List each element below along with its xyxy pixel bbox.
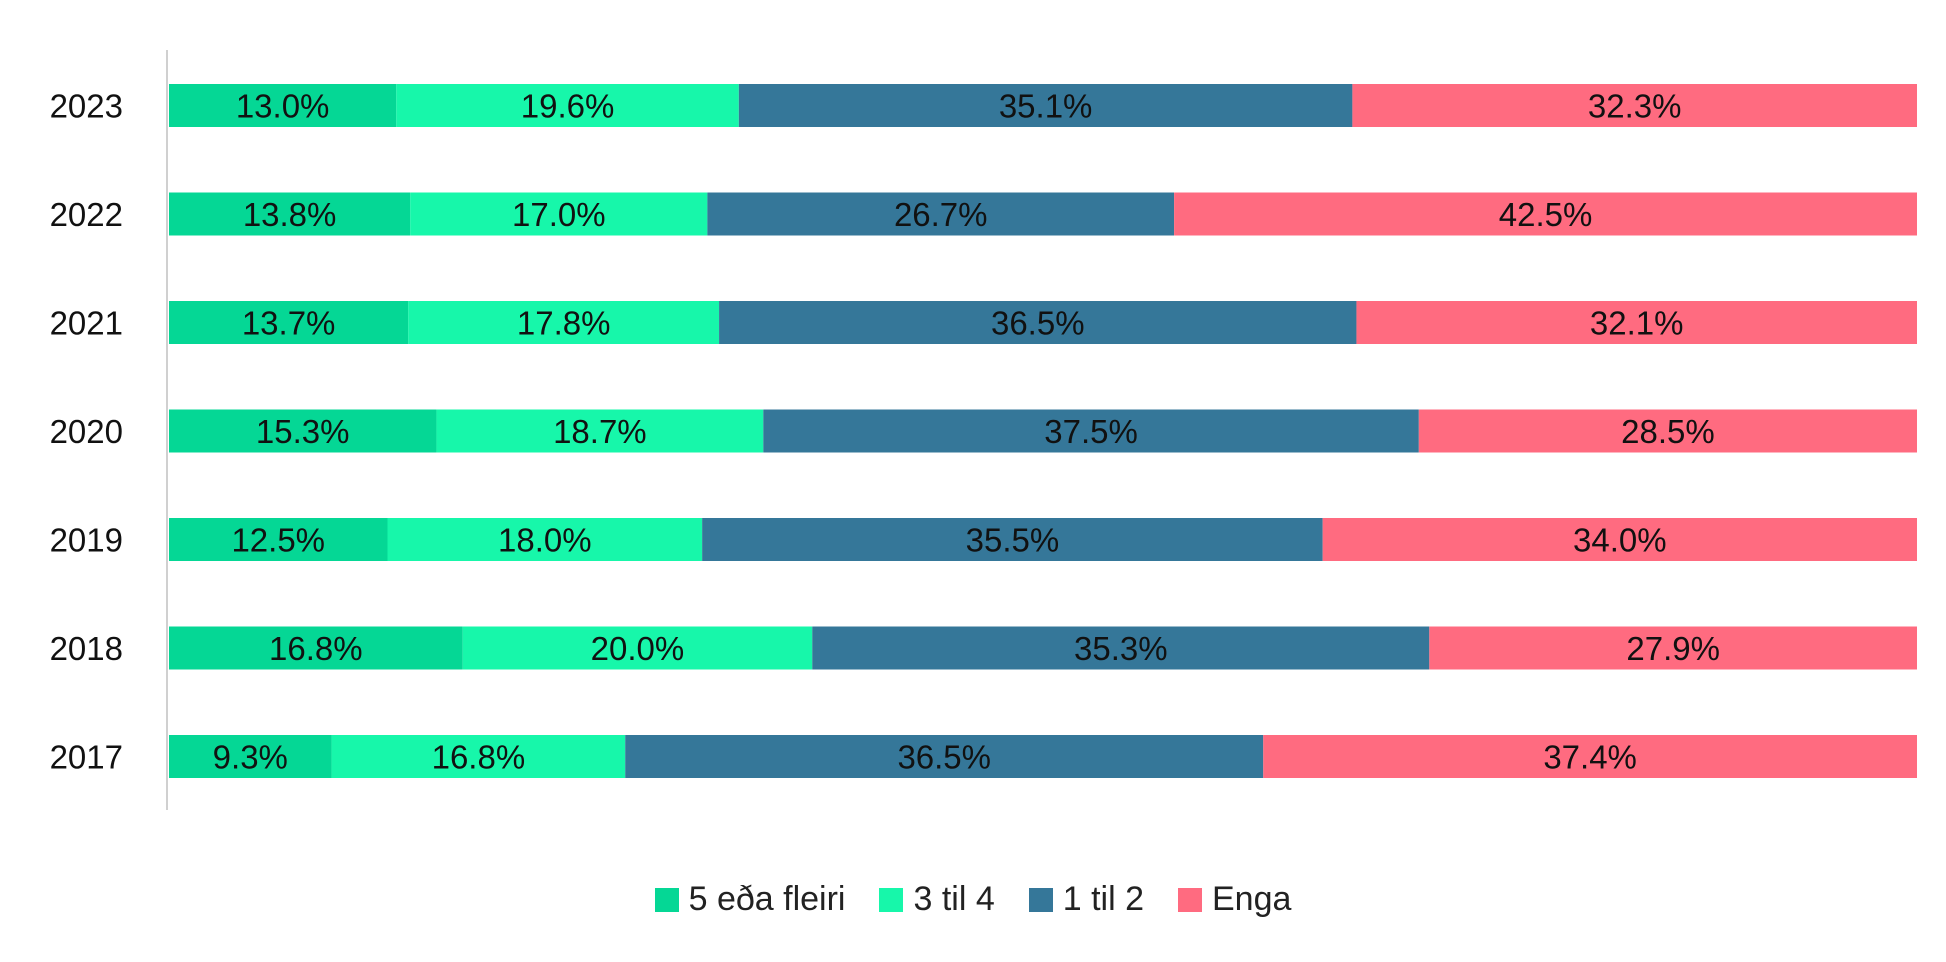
y-tick-label: 2021 <box>50 305 123 342</box>
data-label: 13.8% <box>243 196 337 233</box>
legend-swatch <box>1028 887 1053 912</box>
y-tick-label: 2018 <box>50 630 123 667</box>
legend-item: 3 til 4 <box>879 880 995 919</box>
legend-item: 1 til 2 <box>1028 880 1144 919</box>
bar-segment <box>331 735 626 778</box>
bar-segment <box>1429 626 1917 670</box>
bar-segment <box>408 301 720 344</box>
y-tick-label: 2023 <box>50 88 123 125</box>
bar-segment <box>738 84 1353 127</box>
bar-segment <box>387 518 703 561</box>
bar-segment <box>169 518 388 561</box>
bar-segment <box>1418 409 1917 453</box>
data-label: 37.5% <box>1044 413 1138 450</box>
data-label: 32.1% <box>1590 305 1684 342</box>
data-label: 36.5% <box>991 305 1085 342</box>
y-tick-label: 2019 <box>50 522 123 559</box>
legend-label: 3 til 4 <box>913 880 995 918</box>
bar-segment <box>1352 84 1917 127</box>
bar-segment <box>169 409 437 453</box>
data-label: 42.5% <box>1499 196 1593 233</box>
legend-label: 1 til 2 <box>1062 880 1144 918</box>
data-label: 17.8% <box>517 305 611 342</box>
bar-segment <box>169 626 463 670</box>
data-label: 28.5% <box>1621 413 1715 450</box>
legend-item: 5 eða fleiri <box>654 880 846 919</box>
legend-item: Enga <box>1178 880 1291 919</box>
data-label: 15.3% <box>256 413 350 450</box>
legend-swatch <box>654 887 679 912</box>
data-label: 35.1% <box>999 88 1093 125</box>
data-label: 35.5% <box>966 522 1060 559</box>
data-label: 18.7% <box>553 413 647 450</box>
data-label: 27.9% <box>1626 630 1720 667</box>
bar-segment <box>169 192 411 236</box>
legend-swatch <box>1178 887 1202 912</box>
y-tick-label: 2017 <box>50 739 123 776</box>
bar-segment <box>169 84 397 127</box>
bar-segment <box>169 301 409 344</box>
bar-segment <box>763 409 1419 453</box>
bar-segment <box>436 409 764 453</box>
bar-segment <box>462 626 813 670</box>
data-label: 20.0% <box>591 630 685 667</box>
data-label: 26.7% <box>894 196 988 233</box>
data-label: 9.3% <box>213 739 288 776</box>
data-label: 32.3% <box>1588 88 1682 125</box>
data-label: 12.5% <box>231 522 325 559</box>
legend-label: Enga <box>1212 880 1292 918</box>
data-label: 34.0% <box>1573 522 1667 559</box>
bar-segment <box>169 735 332 778</box>
bar-segment <box>719 301 1357 344</box>
data-label: 17.0% <box>512 196 606 233</box>
bar-segment <box>1322 518 1917 561</box>
legend-label: 5 eða fleiri <box>688 880 846 918</box>
legend-swatch <box>879 887 904 912</box>
y-tick-label: 2022 <box>50 196 123 233</box>
data-label: 18.0% <box>498 522 592 559</box>
bar-segment <box>1174 192 1917 236</box>
bar-segment <box>1263 735 1917 778</box>
bar-segment <box>396 84 739 127</box>
data-label: 16.8% <box>432 739 526 776</box>
bar-segment <box>1356 301 1917 344</box>
data-label: 16.8% <box>269 630 363 667</box>
data-label: 19.6% <box>521 88 615 125</box>
bar-segment <box>812 626 1430 670</box>
data-label: 37.4% <box>1543 739 1637 776</box>
bar-segment <box>707 192 1175 236</box>
legend: 5 eða fleiri 3 til 4 1 til 2 Enga <box>0 880 1946 919</box>
bar-segment <box>702 518 1323 561</box>
data-label: 13.0% <box>236 88 330 125</box>
data-label: 13.7% <box>242 305 336 342</box>
y-tick-label: 2020 <box>50 413 123 450</box>
bar-segment <box>625 735 1264 778</box>
bar-segment <box>410 192 708 236</box>
data-label: 36.5% <box>897 739 991 776</box>
data-label: 35.3% <box>1074 630 1168 667</box>
